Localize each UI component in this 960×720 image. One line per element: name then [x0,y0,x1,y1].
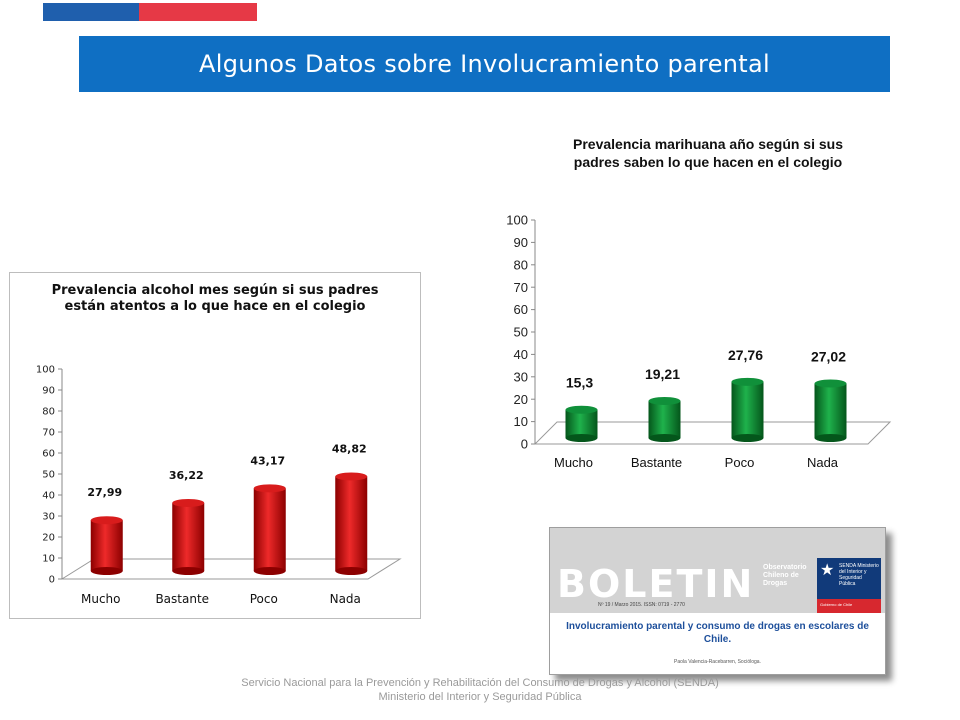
senda-logo: ★ SENDA Ministerio del Interior y Seguri… [817,558,881,613]
marihuana-chart-title-line-1: Prevalencia marihuana año según si sus [573,136,843,152]
boletin-word: BOLETIN [557,562,755,606]
flag-red-stripe [139,3,257,21]
marihuana-y-tick-label-6: 60 [514,302,528,317]
marihuana-value-label-0: 15,3 [566,375,593,391]
alcohol-bar-1 [172,502,205,571]
boletin-observatorio: Observatorio Chileno de Drogas [763,564,807,588]
marihuana-category-label-2: Poco [725,455,755,470]
alcohol-bar-top-2 [253,484,286,493]
alcohol-y-tick-label-6: 60 [42,449,55,460]
marihuana-bar-top-2 [731,377,764,386]
alcohol-bar-3 [335,476,368,571]
marihuana-bar-0 [565,409,598,438]
alcohol-bar-base-2 [253,567,286,575]
alcohol-y-tick-label-9: 90 [42,386,55,397]
marihuana-chart: Prevalencia marihuana año según si sus p… [488,128,908,488]
marihuana-y-tick-label-4: 40 [514,347,528,362]
marihuana-bar-2 [731,381,764,438]
alcohol-y-tick-label-2: 20 [42,533,55,544]
alcohol-chart-title-line-1: Prevalencia alcohol mes según si sus pad… [51,283,379,298]
alcohol-value-label-1: 36,22 [169,469,204,482]
alcohol-y-tick-label-3: 30 [42,512,55,523]
alcohol-chart-plot: 0 10 20 30 40 50 60 70 80 90 100 27,99 Mucho 36,22 Bas… [36,365,402,606]
logo-gob-text: Gobierno de Chile [820,602,853,607]
marihuana-bar-top-1 [648,396,681,405]
marihuana-y-tick-label-2: 20 [514,392,528,407]
marihuana-bar-base-1 [648,434,681,442]
marihuana-chart-plot: 0 10 20 30 40 50 60 70 80 90 100 15,3 Mucho 19,21 Bast… [506,213,892,470]
marihuana-category-label-3: Nada [807,455,839,470]
marihuana-y-tick-label-8: 80 [514,257,528,272]
alcohol-y-tick-label-8: 80 [42,407,55,418]
marihuana-chart-title-line-2: padres saben lo que hacen en el colegio [573,153,843,170]
marihuana-bar-base-0 [565,434,598,442]
logo-text: SENDA Ministerio del Interior y Segurida… [839,563,879,587]
alcohol-bar-base-3 [335,567,368,575]
marihuana-value-label-3: 27,02 [811,348,846,364]
alcohol-y-tick-label-7: 70 [42,428,55,439]
marihuana-y-tick-label-0: 0 [521,437,528,452]
marihuana-bar-top-0 [565,405,598,414]
marihuana-bar-base-3 [814,434,847,442]
alcohol-value-label-0: 27,99 [87,486,122,499]
title-bar: Algunos Datos sobre Involucramiento pare… [79,36,890,92]
marihuana-y-tick-label-7: 70 [514,280,528,295]
alcohol-floor [60,558,402,580]
marihuana-y-tick-label-9: 90 [514,235,528,250]
flag-blue-stripe [43,3,139,21]
alcohol-bar-base-1 [172,567,205,575]
marihuana-y-tick-label-10: 100 [506,213,528,228]
boletin-author: Paola Valencia-Racebarren, Socióloga. [674,659,761,665]
alcohol-chart-title-line-2: están atentos a lo que hace en el colegi… [64,299,366,315]
alcohol-y-tick-label-5: 50 [42,470,55,481]
boletin-number: Nº 19 / Marzo 2015. ISSN: 0719 - 2770 [598,602,685,608]
alcohol-y-tick-label-10: 100 [36,365,55,376]
alcohol-category-label-0: Mucho [81,592,121,606]
footer-line-1: Servicio Nacional para la Prevención y R… [241,677,719,689]
marihuana-value-label-1: 19,21 [645,366,680,382]
marihuana-value-label-2: 27,76 [728,347,763,363]
alcohol-y-tick-label-1: 10 [42,554,55,565]
alcohol-value-label-2: 43,17 [250,454,285,467]
alcohol-bar-top-1 [172,498,205,507]
marihuana-floor [533,421,892,445]
alcohol-category-label-2: Poco [250,592,278,606]
star-icon: ★ [820,562,835,579]
alcohol-y-tick-label-0: 0 [49,575,55,586]
footer-line-2: Ministerio del Interior y Seguridad Públ… [378,691,582,703]
marihuana-category-label-0: Mucho [554,455,593,470]
marihuana-bar-base-2 [731,434,764,442]
marihuana-chart-title: Prevalencia marihuana año según si sus p… [518,136,898,171]
marihuana-y-tick-label-5: 50 [514,325,528,340]
alcohol-bar-base-0 [90,567,123,575]
logo-red-block [817,599,881,613]
alcohol-bar-top-0 [90,516,123,525]
alcohol-category-label-3: Nada [330,592,361,606]
alcohol-chart-title: Prevalencia alcohol mes según si sus pad… [10,283,420,316]
alcohol-chart: Prevalencia alcohol mes según si sus pad… [9,272,421,619]
page-title: Algunos Datos sobre Involucramiento pare… [199,50,770,78]
marihuana-category-label-1: Bastante [631,455,682,470]
alcohol-bar-0 [90,520,123,571]
alcohol-value-label-3: 48,82 [332,442,367,455]
alcohol-category-label-1: Bastante [155,592,209,606]
marihuana-y-tick-label-1: 10 [514,414,528,429]
marihuana-bar-top-3 [814,379,847,388]
marihuana-bar-1 [648,400,681,438]
alcohol-bar-top-3 [335,472,368,481]
marihuana-bar-3 [814,383,847,438]
alcohol-y-tick-label-4: 40 [42,491,55,502]
alcohol-bar-2 [253,488,286,571]
marihuana-y-tick-label-3: 30 [514,369,528,384]
boletin-headline: Involucramiento parental y consumo de dr… [566,621,869,645]
boletin-cover-image: BOLETIN Nº 19 / Marzo 2015. ISSN: 0719 -… [549,527,886,675]
